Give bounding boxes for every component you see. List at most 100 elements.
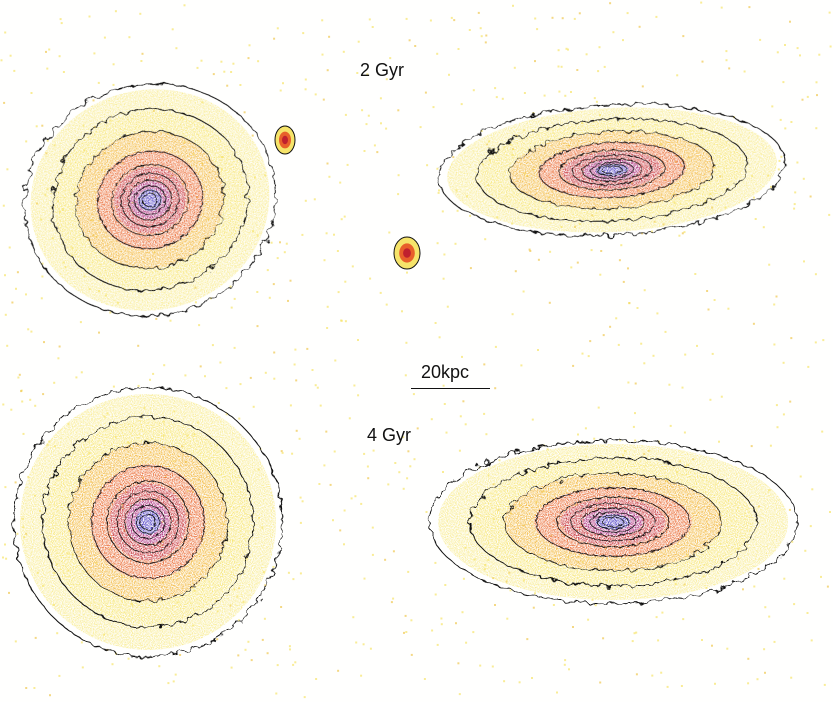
noise-dot — [212, 73, 215, 76]
noise-dot — [752, 322, 755, 325]
noise-dot — [402, 487, 405, 490]
noise-dot — [194, 301, 197, 304]
noise-dot — [455, 622, 457, 625]
contour — [106, 480, 190, 564]
noise-dot — [526, 638, 529, 641]
noise-dot — [501, 97, 504, 100]
noise-dot — [2, 556, 4, 559]
contour-lines — [24, 83, 276, 317]
noise-dot — [595, 100, 598, 103]
noise-dot — [0, 59, 3, 62]
noise-dot — [763, 648, 766, 651]
noise-dot — [15, 287, 17, 290]
noise-dot — [256, 325, 259, 328]
noise-dot — [790, 676, 793, 679]
noise-dot — [651, 674, 654, 677]
noise-dot — [485, 34, 488, 37]
noise-dot — [727, 307, 730, 310]
noise-dot — [34, 404, 37, 407]
noise-dot — [818, 53, 821, 56]
noise-dot — [643, 362, 646, 365]
noise-dot — [152, 372, 155, 375]
noise-dot — [437, 191, 440, 194]
noise-dot — [266, 652, 269, 655]
noise-dot — [326, 327, 329, 329]
noise-dot — [401, 310, 403, 313]
noise-dot — [167, 682, 170, 685]
noise-dot — [589, 340, 592, 343]
noise-dot — [549, 250, 552, 253]
noise-dot — [289, 648, 291, 651]
noise-dot — [169, 319, 172, 322]
satellite-level — [403, 248, 411, 258]
noise-dot — [537, 258, 540, 261]
noise-dot — [615, 317, 618, 320]
noise-dot — [436, 52, 439, 55]
noise-dot — [705, 587, 708, 589]
noise-dot — [707, 308, 710, 311]
noise-dot — [657, 440, 660, 443]
noise-dot — [655, 616, 658, 619]
scale-label: 20kpc — [421, 362, 470, 382]
noise-dot — [30, 330, 33, 333]
noise-dot — [60, 22, 63, 25]
noise-dot — [529, 250, 532, 252]
noise-dot — [536, 28, 539, 31]
contour — [13, 387, 283, 657]
noise-dot — [299, 572, 302, 575]
noise-dot — [720, 6, 723, 9]
noise-dot — [434, 561, 437, 564]
noise-dot — [768, 263, 771, 266]
noise-dot — [362, 643, 365, 646]
noise-dot — [594, 604, 597, 607]
noise-dot — [93, 52, 96, 55]
noise-dot — [416, 427, 419, 430]
noise-dot — [700, 1, 703, 4]
contour — [558, 149, 666, 191]
noise-dot — [829, 45, 832, 48]
contour — [91, 465, 205, 579]
noise-dot — [279, 89, 282, 92]
noise-dot — [366, 465, 369, 468]
contour — [570, 502, 656, 542]
noise-dot — [809, 525, 812, 528]
contour — [504, 473, 722, 571]
noise-dot — [404, 374, 407, 377]
contour — [556, 496, 670, 548]
contour-lines — [438, 103, 786, 237]
galaxy-4gyr-edge-on — [428, 439, 798, 605]
noise-dot — [564, 659, 567, 662]
noise-dot — [288, 645, 291, 648]
noise-dot — [461, 611, 464, 614]
noise-dot — [414, 45, 417, 47]
noise-dot — [367, 477, 370, 480]
noise-dot — [405, 631, 408, 633]
noise-dot — [357, 339, 359, 341]
noise-dot — [706, 290, 709, 292]
noise-dot — [295, 379, 298, 382]
noise-dot — [342, 50, 345, 53]
noise-dot — [368, 18, 371, 21]
noise-dot — [334, 359, 337, 362]
noise-dot — [25, 293, 27, 296]
noise-dot — [394, 462, 397, 464]
noise-dot — [622, 39, 624, 42]
noise-dot — [444, 584, 447, 586]
noise-dot — [618, 259, 621, 262]
noise-dot — [302, 32, 305, 35]
noise-dot — [397, 109, 400, 112]
noise-dot — [272, 566, 275, 568]
noise-dot — [657, 639, 660, 642]
noise-dot — [537, 349, 539, 351]
noise-dot — [410, 619, 413, 622]
noise-dot — [8, 246, 11, 249]
noise-dot — [809, 195, 812, 198]
noise-dot — [141, 52, 144, 55]
noise-dot — [683, 431, 686, 434]
noise-dot — [655, 15, 658, 18]
noise-dot — [251, 134, 254, 137]
noise-dot — [718, 440, 720, 443]
noise-dot — [217, 402, 220, 404]
noise-dot — [676, 74, 679, 77]
noise-dot — [348, 417, 351, 420]
